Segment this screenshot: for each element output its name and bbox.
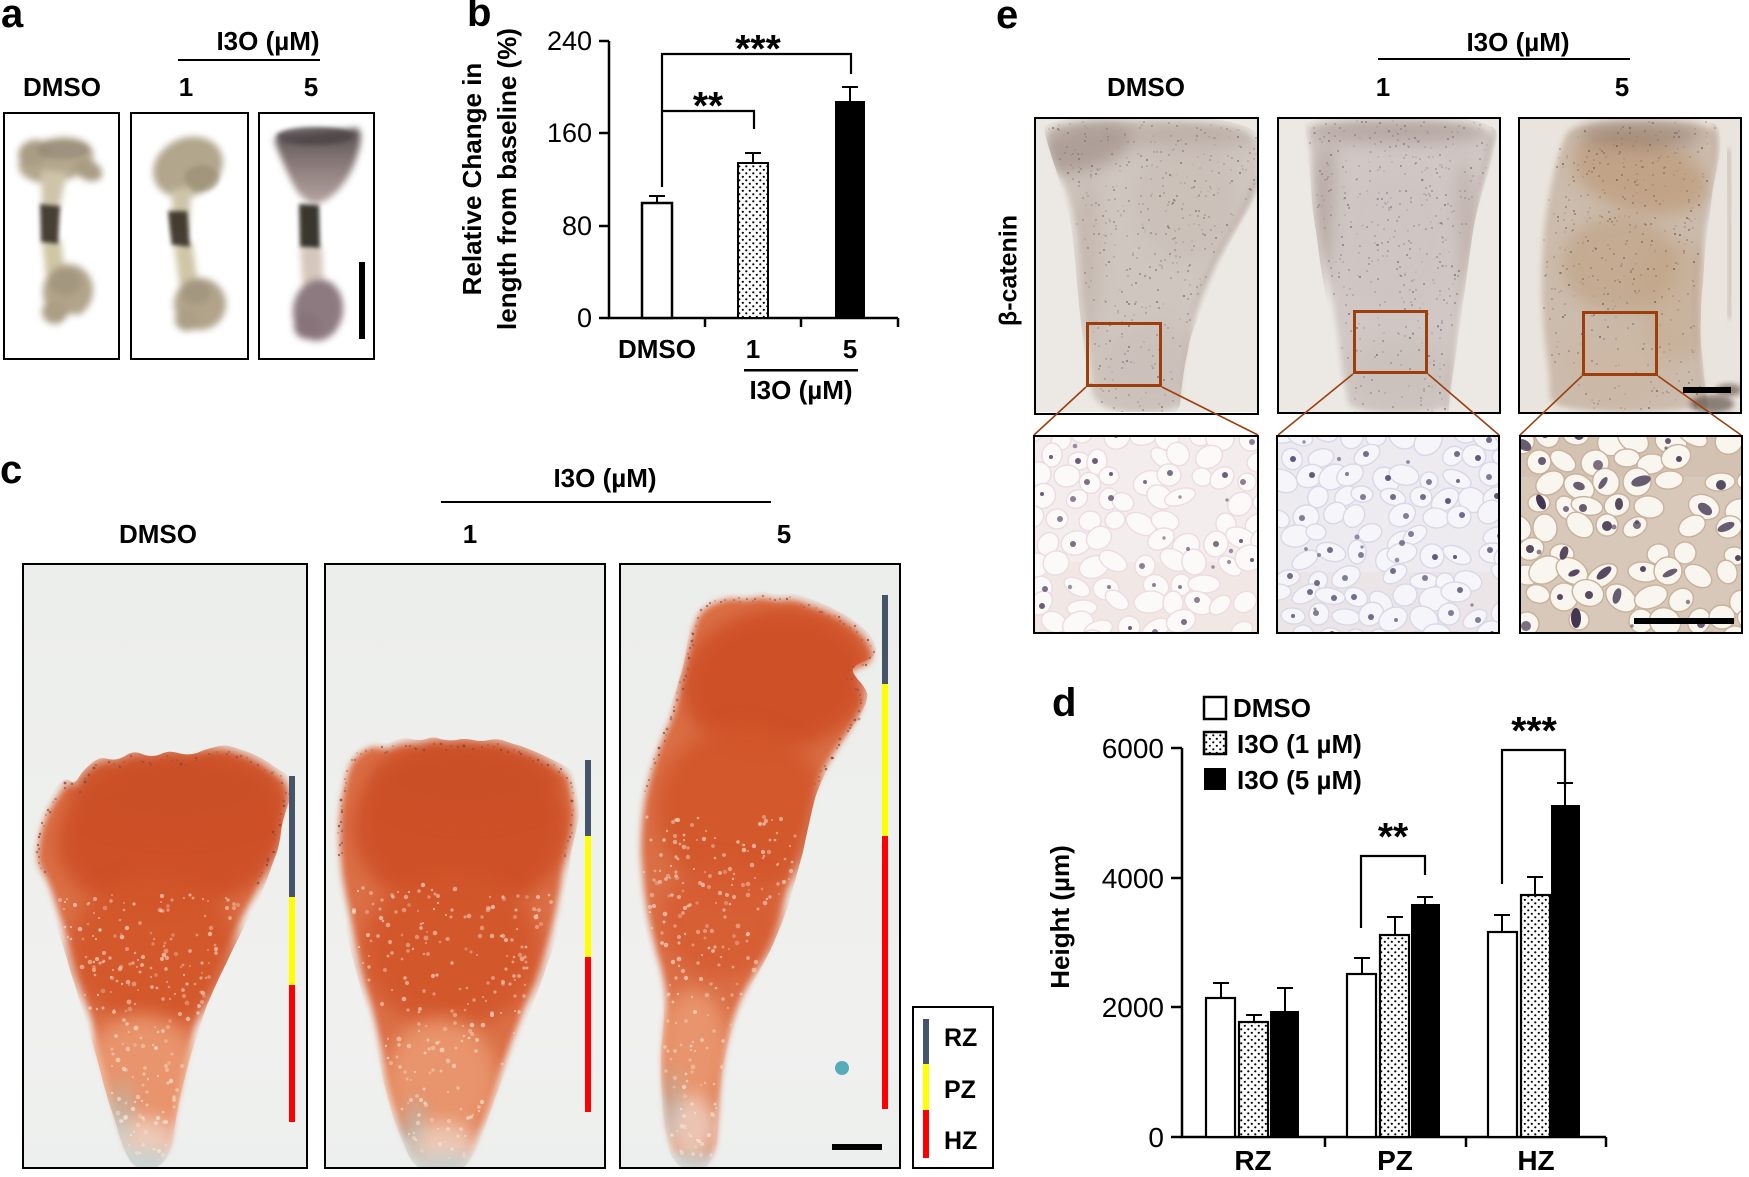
svg-text:length from baseline (%): length from baseline (%) [492, 28, 522, 330]
svg-text:***: *** [1511, 710, 1557, 753]
svg-text:HZ: HZ [1517, 1145, 1554, 1176]
svg-text:PZ: PZ [1377, 1145, 1413, 1176]
svg-text:Relative Change in: Relative Change in [457, 63, 487, 296]
svg-text:DMSO: DMSO [618, 334, 696, 364]
svg-text:6000: 6000 [1102, 733, 1164, 764]
svg-text:1: 1 [746, 334, 760, 364]
svg-text:2000: 2000 [1102, 992, 1164, 1023]
svg-text:0: 0 [577, 303, 592, 333]
svg-text:80: 80 [562, 211, 592, 241]
svg-text:RZ: RZ [1234, 1145, 1271, 1176]
svg-text:160: 160 [547, 118, 592, 148]
svg-text:I3O (5 µM): I3O (5 µM) [1237, 765, 1362, 795]
svg-text:I3O (1 µM): I3O (1 µM) [1237, 729, 1362, 759]
svg-text:0: 0 [1148, 1122, 1164, 1153]
svg-text:**: ** [693, 85, 724, 128]
svg-text:5: 5 [843, 334, 857, 364]
svg-text:4000: 4000 [1102, 863, 1164, 894]
svg-text:I3O (µM): I3O (µM) [749, 375, 852, 405]
svg-text:Height (µm): Height (µm) [1045, 845, 1075, 989]
svg-text:DMSO: DMSO [1233, 693, 1311, 723]
svg-text:**: ** [1378, 816, 1409, 859]
svg-text:240: 240 [547, 26, 592, 56]
svg-text:***: *** [735, 28, 781, 71]
